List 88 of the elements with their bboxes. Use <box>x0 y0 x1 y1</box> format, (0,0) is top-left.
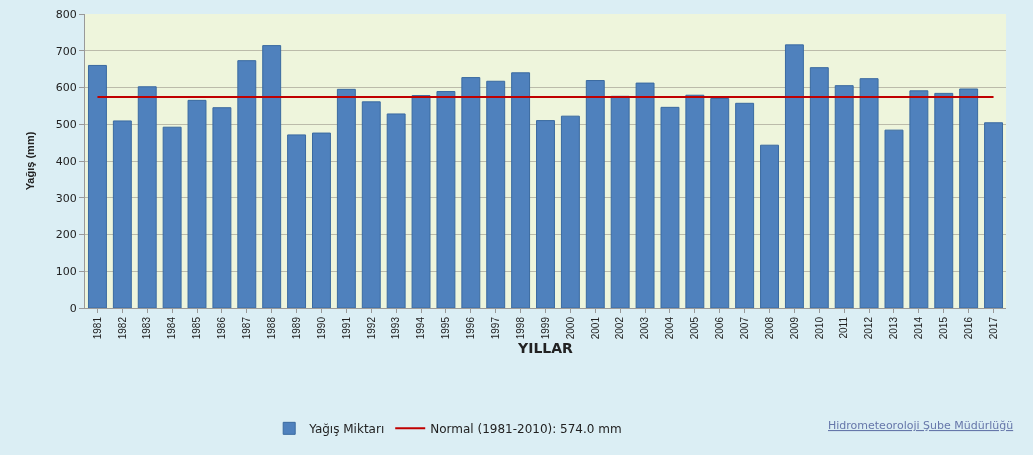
y-tick-label: 500 <box>55 118 77 132</box>
x-tick-label: 2009 <box>788 316 800 340</box>
x-tick-label: 2013 <box>888 316 900 340</box>
x-tick-label: 2012 <box>863 316 875 340</box>
y-axis-title: Yağış (mm) <box>24 131 37 191</box>
x-tick-label: 2016 <box>962 316 974 340</box>
bar <box>710 98 730 308</box>
bar <box>262 45 282 308</box>
x-tick-label: 1992 <box>365 316 377 340</box>
y-tick-label: 200 <box>55 228 77 242</box>
bar <box>312 132 331 308</box>
bar <box>162 126 182 308</box>
x-tick-label: 1999 <box>539 316 551 340</box>
x-tick-label: 1997 <box>489 316 501 340</box>
y-tick-label: 300 <box>55 191 77 205</box>
x-tick-label: 1984 <box>166 316 178 340</box>
x-tick-label: 2015 <box>938 316 950 340</box>
y-tick-label: 400 <box>55 154 77 168</box>
bar <box>959 88 979 308</box>
x-tick-label: 1983 <box>141 316 153 340</box>
bar <box>784 44 804 308</box>
x-tick-label: 2006 <box>713 316 725 340</box>
y-tick-label: 600 <box>55 81 77 95</box>
x-tick-label: 1982 <box>116 316 128 340</box>
x-tick-label: 1990 <box>315 316 327 340</box>
y-tick-label: 0 <box>69 301 77 315</box>
x-tick-label: 2001 <box>589 316 601 340</box>
bar <box>287 134 307 308</box>
x-tick-label: 2011 <box>838 316 850 339</box>
x-tick-label: 2005 <box>689 316 701 340</box>
x-tick-label: 2000 <box>564 316 576 340</box>
bar <box>137 86 157 308</box>
bar <box>660 106 680 308</box>
y-tick-label: 700 <box>55 44 77 58</box>
x-axis-title: YILLAR <box>517 339 574 356</box>
legend-label: Normal (1981-2010): 574.0 mm <box>430 422 622 437</box>
bar <box>112 120 132 308</box>
x-tick-label: 2017 <box>987 316 999 340</box>
x-tick-label: 1995 <box>440 316 452 340</box>
bar <box>187 99 207 308</box>
text: Hidrometeoroloji Şube Müdürlüğü <box>828 419 1014 432</box>
y-tick-label: 100 <box>55 265 77 279</box>
x-tick-label: 2004 <box>664 316 676 340</box>
x-tick-label: 1996 <box>465 316 477 340</box>
bar <box>386 113 406 308</box>
bar <box>511 72 531 308</box>
bar <box>585 80 605 308</box>
x-tick-label: 2008 <box>763 316 775 340</box>
x-tick-label: 1988 <box>265 316 277 340</box>
bar <box>237 60 257 308</box>
bar <box>87 64 107 308</box>
bar <box>411 95 431 308</box>
bar <box>984 122 1004 308</box>
x-tick-label: 2007 <box>738 316 750 340</box>
x-tick-label: 1989 <box>290 316 302 340</box>
bar <box>536 120 555 308</box>
bar <box>436 91 456 308</box>
bar <box>635 82 655 308</box>
bar <box>735 102 755 308</box>
bar <box>909 90 929 308</box>
x-tick-label: 1985 <box>191 316 203 340</box>
x-tick-label: 2014 <box>913 316 925 340</box>
legend-label: Yağış Miktarı <box>308 422 385 437</box>
x-tick-label: 1993 <box>390 316 402 340</box>
y-tick-label: 800 <box>55 7 77 21</box>
x-tick-label: 1994 <box>415 316 427 340</box>
x-tick-label: 2003 <box>639 316 651 340</box>
bar <box>685 94 705 308</box>
bar <box>212 107 232 308</box>
bar <box>760 144 779 308</box>
x-tick-label: 2002 <box>614 316 626 340</box>
bar <box>361 101 381 308</box>
bar <box>461 77 481 308</box>
bar <box>859 78 879 308</box>
x-tick-label: 2010 <box>813 316 825 340</box>
bar <box>610 95 630 308</box>
bar <box>884 129 904 308</box>
x-tick-label: 1998 <box>514 316 526 340</box>
x-tick-label: 1987 <box>241 316 253 340</box>
bar <box>560 115 580 308</box>
x-tick-label: 1981 <box>91 316 103 340</box>
bar <box>486 80 506 308</box>
bar <box>809 67 829 308</box>
bar <box>834 85 854 308</box>
bar <box>336 88 356 308</box>
bar <box>934 92 954 308</box>
x-tick-label: 1991 <box>340 316 352 340</box>
x-tick-label: 1986 <box>216 316 228 340</box>
